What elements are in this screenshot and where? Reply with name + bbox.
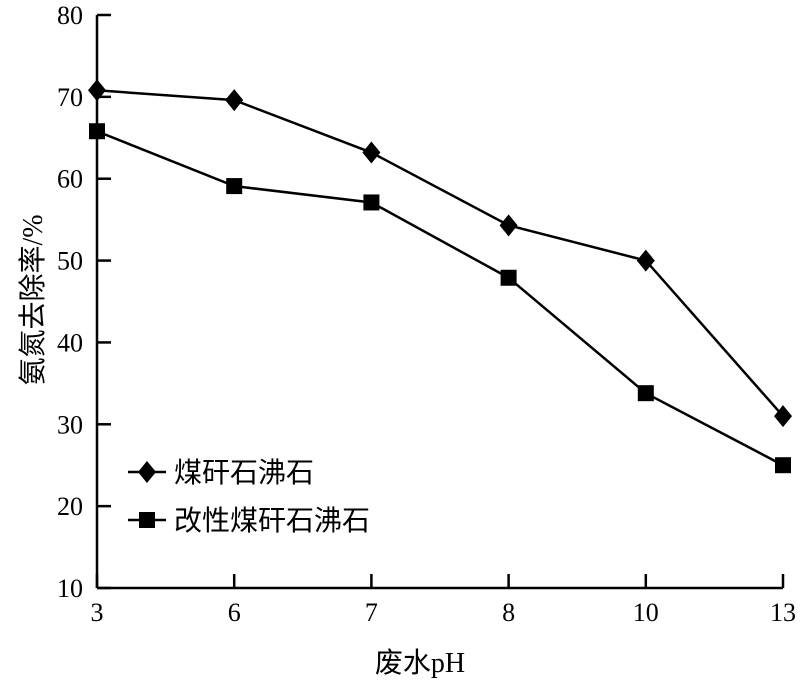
legend-marker-diamond [138, 461, 156, 483]
y-tick-label: 20 [57, 492, 83, 521]
data-point-diamond [88, 79, 106, 102]
x-tick-label: 13 [770, 598, 796, 627]
legend-label: 改性煤矸石沸石 [174, 505, 370, 537]
y-tick-label: 10 [57, 574, 83, 603]
data-point-diamond [499, 214, 518, 237]
data-point-square [500, 269, 517, 286]
x-tick-label: 6 [228, 598, 241, 627]
x-tick-label: 3 [91, 598, 104, 627]
data-point-diamond [225, 89, 244, 112]
y-tick-label: 80 [57, 1, 83, 30]
x-tick-label: 8 [502, 598, 515, 627]
data-point-square [363, 194, 380, 211]
data-point-diamond [774, 405, 792, 428]
data-point-square [775, 457, 791, 474]
y-tick-label: 40 [57, 328, 83, 357]
data-point-diamond [636, 249, 655, 272]
series-line-0 [96, 89, 784, 417]
legend-marker-square [139, 512, 155, 528]
x-tick-label: 7 [365, 598, 378, 627]
legend-label: 煤矸石沸石 [174, 457, 314, 489]
y-tick-label: 60 [57, 165, 83, 194]
data-point-square [89, 123, 105, 140]
series-line-1 [96, 130, 784, 467]
y-axis-label: 氨氮去除率/% [17, 214, 49, 385]
y-tick-label: 50 [57, 247, 83, 276]
y-tick-label: 70 [57, 83, 83, 112]
x-tick-label: 10 [633, 598, 659, 627]
data-point-square [226, 178, 243, 195]
x-axis-label: 废水pH [375, 647, 465, 679]
data-point-diamond [362, 141, 381, 164]
y-tick-label: 30 [57, 410, 83, 439]
data-point-square [637, 385, 654, 402]
